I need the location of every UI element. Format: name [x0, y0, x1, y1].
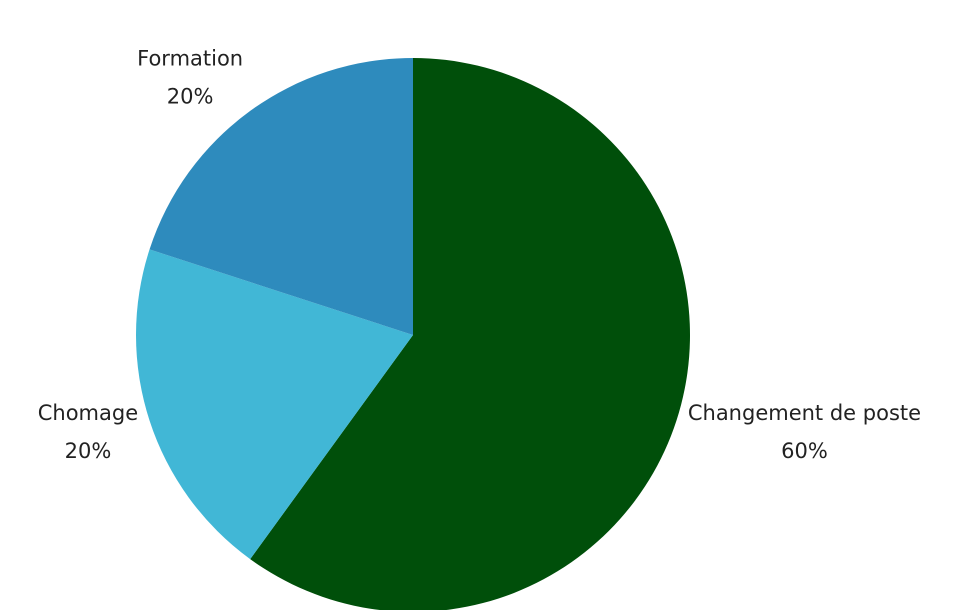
pie-slice — [136, 249, 413, 560]
slice-value-label: 60% — [781, 439, 828, 463]
pie-slice — [250, 58, 690, 610]
slice-label: Chomage — [38, 401, 138, 425]
slice-value-label: 20% — [167, 85, 214, 109]
slice-label: Changement de poste — [688, 401, 921, 425]
slice-label: Formation — [137, 47, 243, 71]
slice-value-label: 20% — [65, 439, 112, 463]
pie-slice — [149, 58, 413, 335]
